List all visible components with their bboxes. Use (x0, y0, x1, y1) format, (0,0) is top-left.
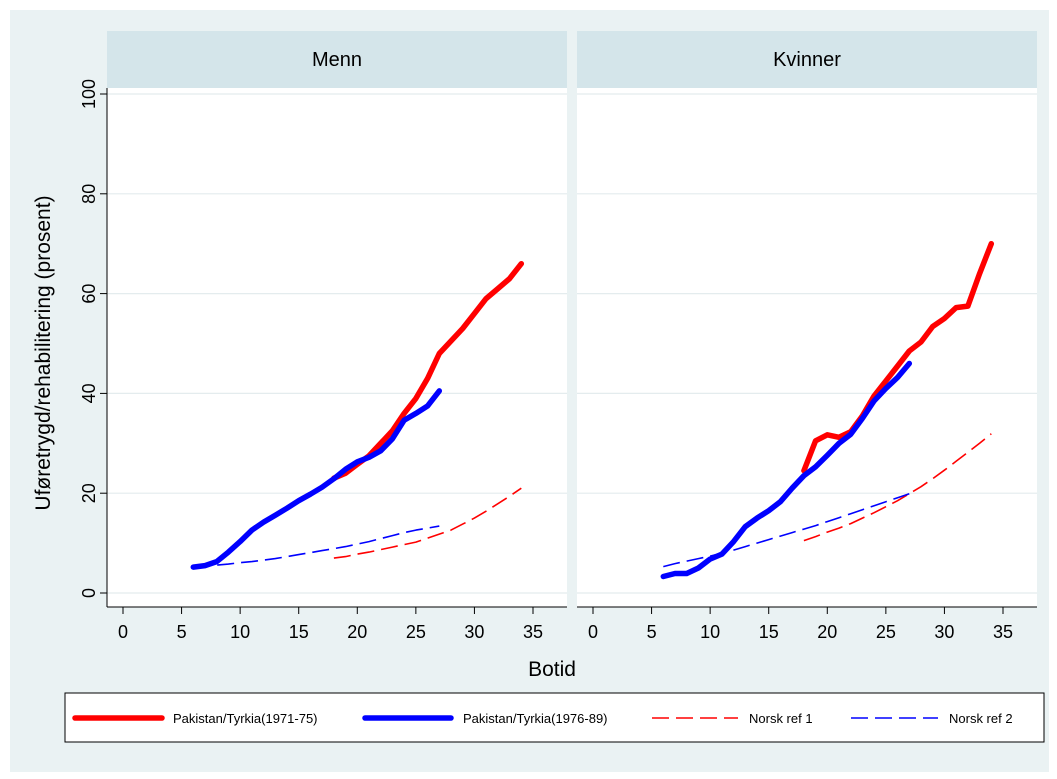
panel-menn: Menn 0 20 40 60 80 100 0 5 10 15 20 25 30 35 (79, 31, 567, 642)
y-tick-label: 60 (79, 284, 99, 304)
series-line-pakistan-tyrkia-1976-89- (660, 360, 913, 580)
panels: Menn 0 20 40 60 80 100 0 5 10 15 20 25 30 35 Kvinner 0 5 1… (79, 31, 1037, 642)
x-tick-label: 10 (700, 622, 720, 642)
x-tick-label: 15 (759, 622, 779, 642)
y-tick-label: 0 (79, 588, 99, 598)
legend: Pakistan/Tyrkia(1971-75) Pakistan/Tyrkia(… (64, 692, 1045, 743)
x-tick-label: 30 (934, 622, 954, 642)
x-tick-label: 30 (464, 622, 484, 642)
x-tick-label: 15 (289, 622, 309, 642)
x-axis-label: Botid (528, 658, 576, 681)
legend-label: Pakistan/Tyrkia(1971-75) (173, 711, 318, 726)
panel-header-strip (577, 31, 1037, 88)
x-tick-label: 5 (647, 622, 657, 642)
y-tick-label: 80 (79, 184, 99, 204)
panel-title: Menn (312, 49, 362, 71)
plot-area (107, 88, 567, 607)
x-tick-label: 20 (347, 622, 367, 642)
legend-label: Norsk ref 1 (749, 711, 813, 726)
panel-title: Kvinner (773, 49, 841, 71)
series-line-norsk-ref-1 (333, 487, 522, 559)
x-tick-label: 25 (406, 622, 426, 642)
x-tick-label: 0 (588, 622, 598, 642)
panel-header-strip (107, 31, 567, 88)
series-line-pakistan-tyrkia-1971-75- (801, 240, 995, 474)
y-tick-label: 20 (79, 483, 99, 503)
x-tick-label: 5 (177, 622, 187, 642)
x-tick-label: 35 (523, 622, 543, 642)
panel-kvinner: Kvinner 0 5 10 15 20 25 30 35 (577, 31, 1037, 642)
series-line-norsk-ref-2 (663, 492, 910, 568)
x-tick-label: 20 (817, 622, 837, 642)
legend-label: Norsk ref 2 (949, 711, 1013, 726)
y-tick-label: 40 (79, 383, 99, 403)
x-tick-label: 35 (993, 622, 1013, 642)
x-tick-label: 10 (230, 622, 250, 642)
x-tick-label: 0 (118, 622, 128, 642)
y-axis-label: Uføretrygd/rehabilitering (prosent) (32, 195, 55, 510)
plot-area (577, 88, 1037, 607)
series-line-norsk-ref-1 (803, 433, 992, 542)
legend-label: Pakistan/Tyrkia(1976-89) (463, 711, 608, 726)
series-line-pakistan-tyrkia-1976-89- (190, 388, 443, 570)
series-line-norsk-ref-2 (193, 525, 440, 568)
y-tick-label: 100 (79, 79, 99, 109)
x-tick-label: 25 (876, 622, 896, 642)
